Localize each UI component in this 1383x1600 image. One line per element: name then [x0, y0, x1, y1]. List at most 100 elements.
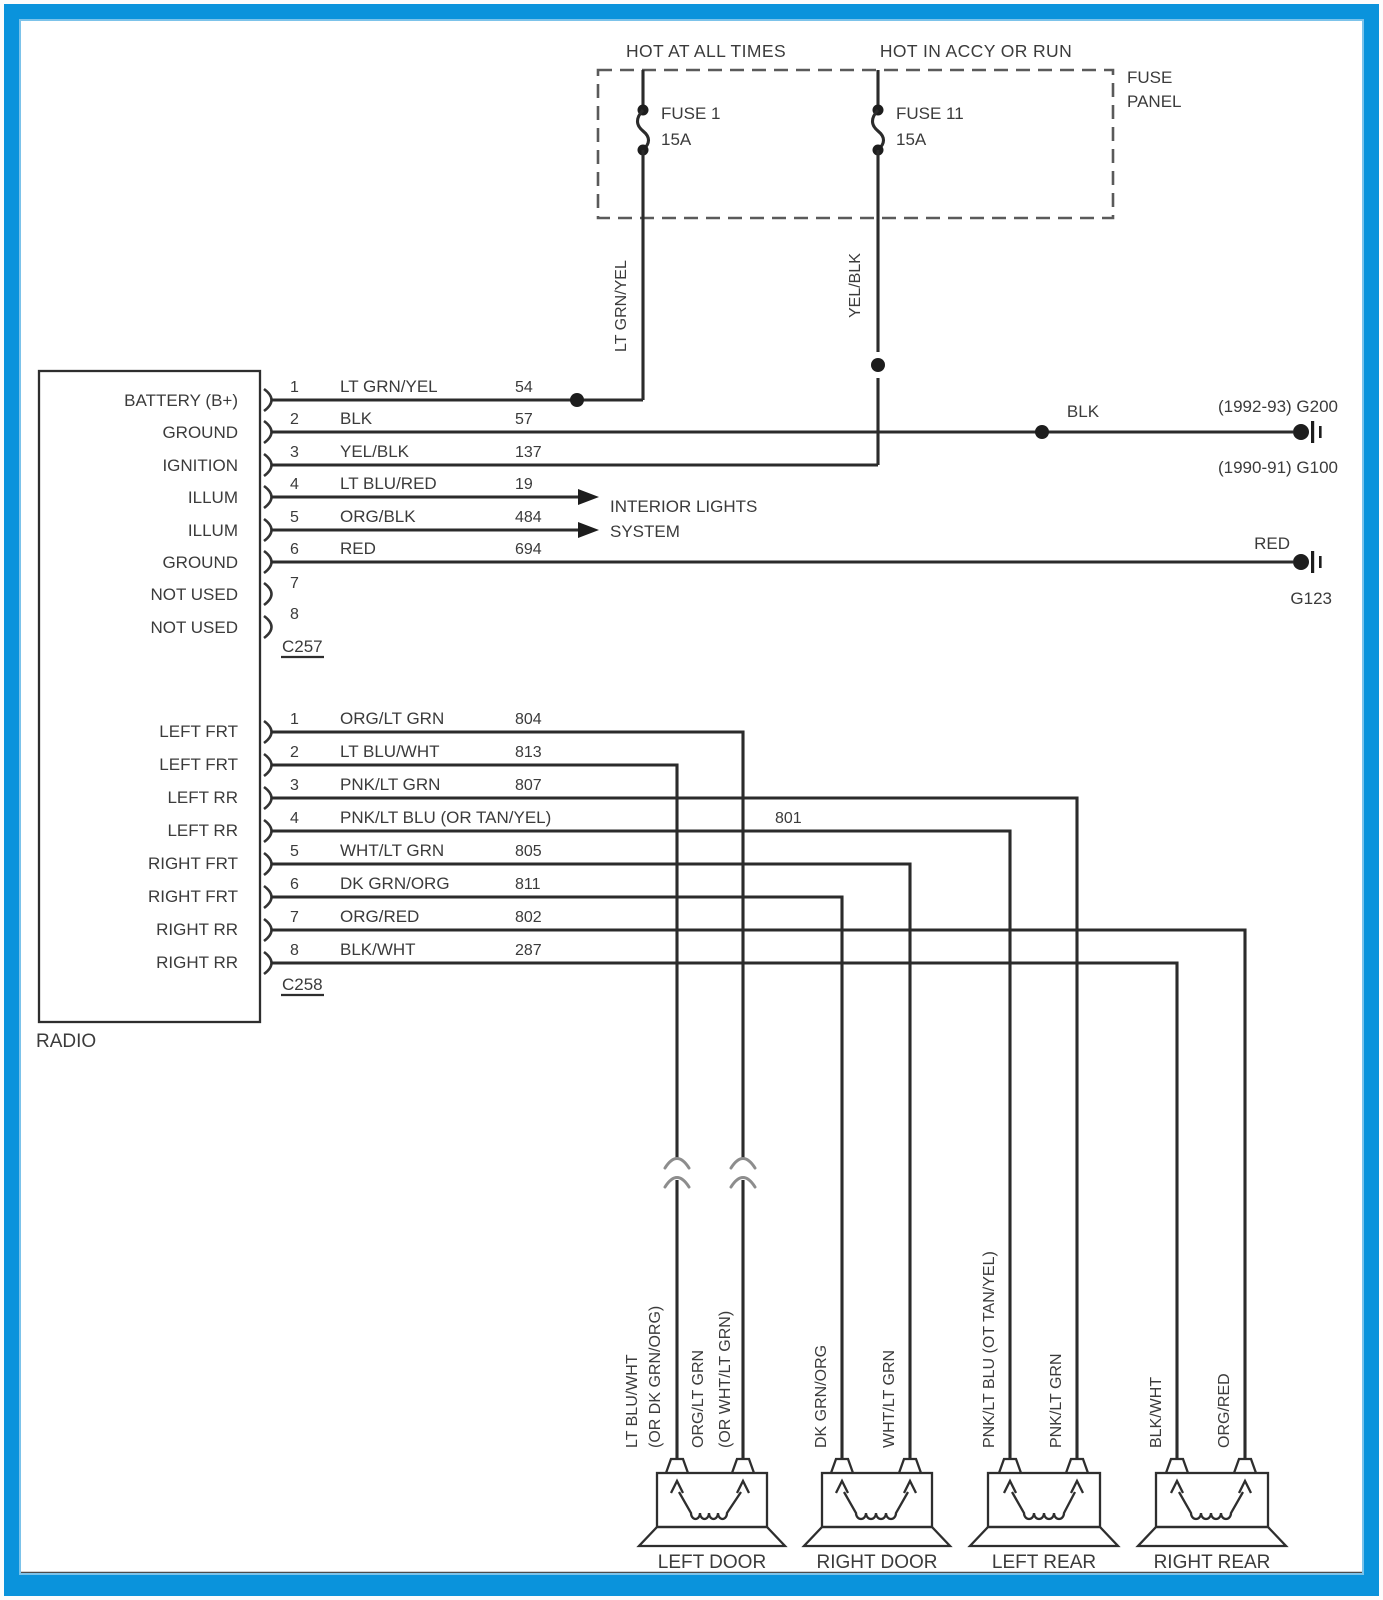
- wire-c258-pin7: [271, 928, 1247, 1459]
- svg-text:PNK/LT GRN: PNK/LT GRN: [340, 775, 440, 794]
- fuse-11-element: [870, 108, 886, 152]
- svg-text:8: 8: [290, 606, 299, 623]
- c257-pin-brackets: [263, 387, 273, 640]
- speaker-terminal: [1164, 1457, 1190, 1474]
- svg-text:YEL/BLK: YEL/BLK: [340, 442, 410, 461]
- svg-text:ORG/RED: ORG/RED: [1216, 1373, 1233, 1448]
- fuse-panel-label-2: PANEL: [1127, 92, 1182, 111]
- svg-text:DK GRN/ORG: DK GRN/ORG: [340, 874, 450, 893]
- speaker-terminal: [997, 1457, 1023, 1474]
- svg-text:813: 813: [515, 744, 542, 761]
- c257-wire-names: LT GRN/YEL BLK YEL/BLK LT BLU/RED ORG/BL…: [340, 377, 438, 558]
- terminal-arrow: [1169, 1478, 1185, 1494]
- svg-text:801: 801: [775, 810, 802, 827]
- ground-destinations: BLK (1992-93) G200 (1990-91) G100 RED G1…: [1067, 397, 1338, 608]
- svg-text:(OR DK GRN/ORG): (OR DK GRN/ORG): [647, 1306, 664, 1448]
- svg-text:LEFT FRT: LEFT FRT: [159, 722, 238, 741]
- terminal-arrow: [834, 1478, 850, 1494]
- feed-wires: LT GRN/YEL YEL/BLK: [613, 150, 885, 465]
- svg-text:ORG/BLK: ORG/BLK: [340, 507, 416, 526]
- interior-lights-arrow-1: [578, 489, 599, 505]
- svg-text:NOT USED: NOT USED: [150, 585, 238, 604]
- speaker-terminal: [829, 1457, 855, 1474]
- speaker-left-rear: LEFT REAR: [967, 1457, 1121, 1573]
- radio-outline: [37, 369, 262, 1024]
- svg-text:ORG/LT GRN: ORG/LT GRN: [690, 1350, 707, 1448]
- svg-text:IGNITION: IGNITION: [162, 456, 238, 475]
- c258-label: C258: [282, 975, 323, 994]
- svg-text:NOT USED: NOT USED: [150, 618, 238, 637]
- svg-text:2: 2: [290, 411, 299, 428]
- radio-label: RADIO: [36, 1031, 96, 1052]
- fuse-11-name: FUSE 11: [896, 104, 964, 123]
- radio-box: RADIO: [36, 369, 262, 1052]
- terminal-arrow: [1237, 1478, 1253, 1494]
- speaker-terminal: [1064, 1457, 1090, 1474]
- svg-text:ORG/RED: ORG/RED: [340, 907, 419, 926]
- svg-text:(OR WHT/LT GRN): (OR WHT/LT GRN): [717, 1311, 734, 1448]
- g123-label: G123: [1290, 589, 1332, 608]
- speaker-name: RIGHT DOOR: [816, 1552, 937, 1573]
- svg-text:4: 4: [290, 476, 299, 493]
- svg-text:8: 8: [290, 942, 299, 959]
- svg-text:ILLUM: ILLUM: [188, 521, 238, 540]
- c257-circuit-numbers: 54 57 137 19 484 694: [515, 379, 542, 558]
- terminal-arrow: [1069, 1478, 1085, 1494]
- interior-lights-line1: INTERIOR LIGHTS: [610, 497, 757, 516]
- speaker-right-rear: RIGHT REAR: [1135, 1457, 1289, 1573]
- c257-wires: [271, 393, 1293, 564]
- svg-text:805: 805: [515, 843, 542, 860]
- svg-text:1: 1: [290, 379, 299, 396]
- wire-label-yel-blk: YEL/BLK: [847, 253, 864, 318]
- svg-text:RIGHT RR: RIGHT RR: [156, 953, 238, 972]
- speaker-terminal: [730, 1457, 756, 1474]
- svg-text:RED: RED: [340, 539, 376, 558]
- connector-c258: LEFT FRT LEFT FRT LEFT RR LEFT RR RIGHT …: [148, 709, 802, 997]
- wire-break-symbols: [663, 1157, 757, 1189]
- voice-coil: [1178, 1491, 1244, 1521]
- speaker-name: LEFT REAR: [992, 1552, 1096, 1573]
- svg-text:804: 804: [515, 711, 542, 728]
- wire-label-lt-grn-yel: LT GRN/YEL: [613, 260, 630, 352]
- interior-lights-line2: SYSTEM: [610, 522, 680, 541]
- wire-c258-pin6: [271, 895, 844, 1459]
- terminal-arrow: [1002, 1478, 1018, 1494]
- svg-text:7: 7: [290, 575, 299, 592]
- speaker-terminal: [664, 1457, 690, 1474]
- speaker-terminal: [897, 1457, 923, 1474]
- svg-text:LEFT RR: LEFT RR: [167, 821, 238, 840]
- ground-symbol-g123: [1293, 551, 1322, 573]
- svg-text:BLK/WHT: BLK/WHT: [340, 940, 416, 959]
- svg-text:PNK/LT BLU (OT TAN/YEL): PNK/LT BLU (OT TAN/YEL): [981, 1251, 998, 1448]
- svg-text:19: 19: [515, 476, 533, 493]
- c258-pin-numbers: 1 2 3 4 5 6 7 8: [290, 711, 299, 959]
- svg-text:484: 484: [515, 509, 542, 526]
- fuse-1-element: [635, 108, 651, 152]
- c258-functions: LEFT FRT LEFT FRT LEFT RR LEFT RR RIGHT …: [148, 722, 238, 972]
- power-feed-headers: HOT AT ALL TIMES HOT IN ACCY OR RUN: [626, 41, 1072, 61]
- wire-c258-pin8: [271, 961, 1179, 1459]
- fuse-panel: FUSE PANEL FUSE 1 15A FUSE 11 15A: [596, 68, 1182, 220]
- svg-text:DK GRN/ORG: DK GRN/ORG: [813, 1345, 830, 1448]
- g200-label: (1992-93) G200: [1218, 397, 1338, 416]
- svg-text:RIGHT FRT: RIGHT FRT: [148, 887, 238, 906]
- connector-c257: BATTERY (B+) GROUND IGNITION ILLUM ILLUM…: [124, 377, 542, 659]
- svg-text:6: 6: [290, 541, 299, 558]
- svg-text:WHT/LT GRN: WHT/LT GRN: [340, 841, 444, 860]
- svg-text:PNK/LT GRN: PNK/LT GRN: [1048, 1353, 1065, 1448]
- svg-text:GROUND: GROUND: [162, 423, 238, 442]
- blk-junction-dot: [1035, 425, 1049, 439]
- svg-text:RIGHT RR: RIGHT RR: [156, 920, 238, 939]
- svg-text:RIGHT FRT: RIGHT FRT: [148, 854, 238, 873]
- voice-coil: [678, 1491, 742, 1521]
- svg-text:811: 811: [515, 876, 541, 893]
- svg-text:ILLUM: ILLUM: [188, 488, 238, 507]
- svg-text:137: 137: [515, 444, 542, 461]
- svg-text:4: 4: [290, 810, 299, 827]
- svg-text:3: 3: [290, 777, 299, 794]
- svg-text:LEFT FRT: LEFT FRT: [159, 755, 238, 774]
- svg-text:694: 694: [515, 541, 542, 558]
- voice-coil: [843, 1491, 909, 1521]
- svg-text:PNK/LT BLU (OR TAN/YEL): PNK/LT BLU (OR TAN/YEL): [340, 808, 551, 827]
